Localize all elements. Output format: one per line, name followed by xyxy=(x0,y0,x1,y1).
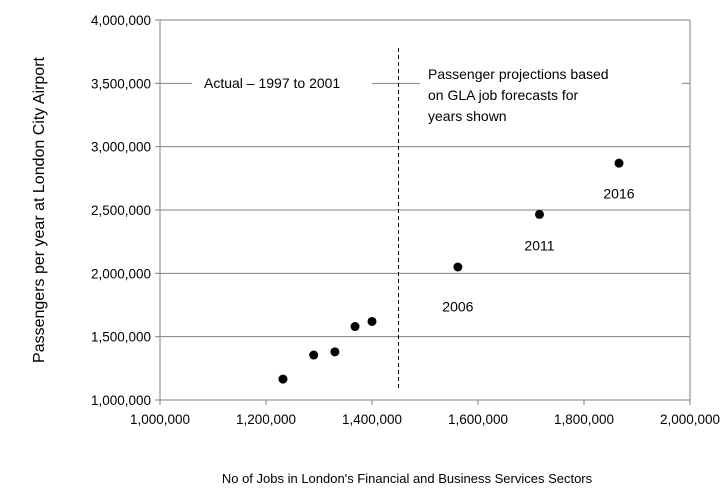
x-tick-label: 1,600,000 xyxy=(448,412,508,427)
annotation-right-bg xyxy=(420,60,682,130)
point-year-label: 2006 xyxy=(442,298,473,314)
annotation-left-bg xyxy=(192,70,372,96)
y-tick-label: 1,500,000 xyxy=(91,330,151,345)
data-point xyxy=(453,262,463,272)
annotation-projection-line-3: years shown xyxy=(428,108,507,124)
data-point xyxy=(367,316,377,326)
y-tick-label: 3,000,000 xyxy=(91,140,151,155)
annotation-projection-line-1: Passenger projections based xyxy=(428,66,609,82)
y-tick-label: 2,000,000 xyxy=(91,266,151,281)
y-axis-title: Passengers per year at London City Airpo… xyxy=(31,56,48,363)
x-tick-label: 1,000,000 xyxy=(130,412,190,427)
data-point xyxy=(614,158,624,168)
data-point xyxy=(278,374,288,384)
y-axis-ticks: 1,000,000 1,500,000 2,000,000 2,500,000 3,00… xyxy=(91,13,160,408)
data-point xyxy=(350,322,360,332)
point-year-label: 2016 xyxy=(603,186,634,202)
y-tick-label: 3,500,000 xyxy=(91,76,151,91)
data-point xyxy=(309,350,319,360)
annotation-actual: Actual – 1997 to 2001 xyxy=(204,75,340,91)
y-tick-label: 4,000,000 xyxy=(91,13,151,28)
annotation-projection-line-2: on GLA job forecasts for xyxy=(428,87,579,103)
y-tick-label: 2,500,000 xyxy=(91,203,151,218)
point-year-label: 2011 xyxy=(524,238,554,254)
x-tick-label: 1,200,000 xyxy=(236,412,296,427)
x-tick-label: 2,000,000 xyxy=(660,412,720,427)
x-axis-title: No of Jobs in London's Financial and Bus… xyxy=(222,471,593,486)
data-point xyxy=(330,347,340,357)
data-points xyxy=(278,158,624,384)
data-point xyxy=(534,209,544,219)
x-tick-label: 1,800,000 xyxy=(554,412,614,427)
x-tick-label: 1,400,000 xyxy=(342,412,402,427)
x-axis-ticks: 1,000,000 1,200,000 1,400,000 1,600,000 1,80… xyxy=(130,400,720,427)
point-labels: 2006 2011 2016 xyxy=(442,186,634,315)
y-tick-label: 1,000,000 xyxy=(91,393,151,408)
